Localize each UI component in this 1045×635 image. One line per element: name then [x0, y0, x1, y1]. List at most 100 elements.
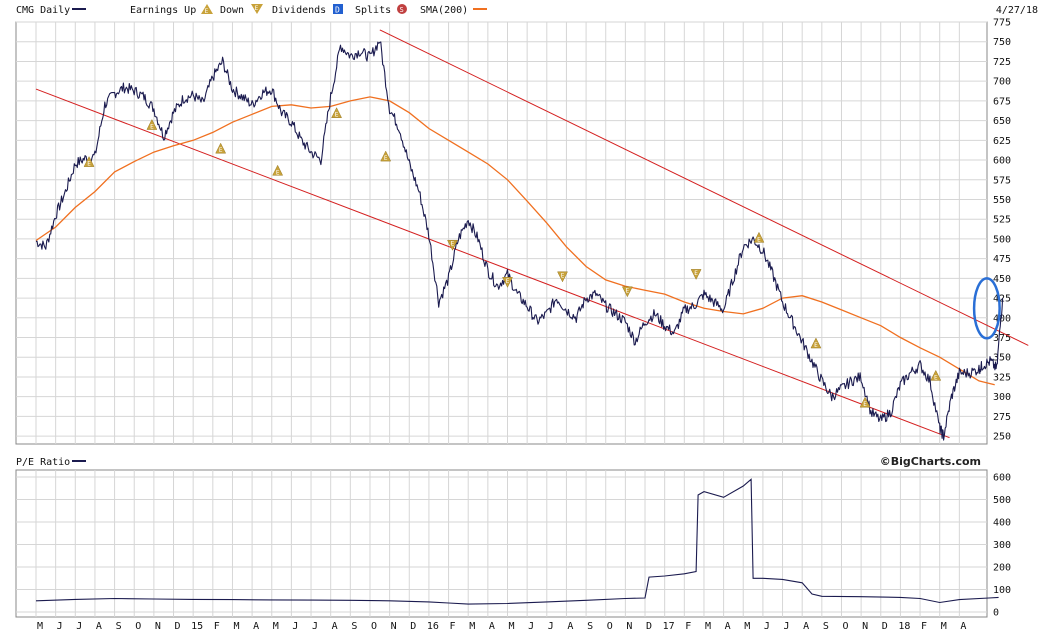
legend-sma: SMA(200) — [420, 5, 468, 16]
pe-y-tick-label: 400 — [993, 518, 1011, 529]
earnings-markers: E E E E E E E E E E E E E E E — [83, 107, 942, 408]
price-y-tick-label: 550 — [993, 195, 1011, 206]
earnings-up-marker — [859, 396, 871, 408]
earnings-up-marker — [810, 337, 822, 349]
pe-y-tick-label: 200 — [993, 563, 1011, 574]
x-tick-label: A — [253, 621, 259, 632]
pe-grid — [16, 470, 987, 617]
x-tick-label: N — [391, 621, 397, 632]
pe-header: P/E Ratio ©BigCharts.com — [16, 455, 981, 468]
price-y-tick-label: 600 — [993, 156, 1011, 167]
price-y-tick-label: 775 — [993, 18, 1011, 29]
earnings-up-marker — [146, 118, 158, 130]
x-tick-label: A — [332, 621, 338, 632]
x-tick-label: J — [76, 621, 82, 632]
earnings-marker-letter: E — [863, 401, 867, 408]
x-tick-label: D — [646, 621, 652, 632]
pe-y-tick-label: 0 — [993, 608, 999, 619]
price-y-tick-label: 575 — [993, 175, 1011, 186]
x-tick-label: S — [351, 621, 357, 632]
earnings-up-marker — [215, 142, 227, 154]
x-tick-label: O — [135, 621, 141, 632]
price-y-axis: 2502753003253503754004254504755005255505… — [993, 18, 1011, 443]
earnings-marker-letter: E — [219, 147, 223, 154]
x-tick-label: M — [469, 621, 475, 632]
price-header: CMG Daily Earnings Up E Down E Dividends… — [16, 4, 1038, 16]
earnings-down-marker — [621, 286, 633, 298]
x-tick-label: 18 — [898, 621, 910, 632]
x-tick-label: N — [626, 621, 632, 632]
earnings-marker-letter: E — [757, 236, 761, 243]
earnings-marker-letter: E — [276, 169, 280, 176]
price-y-tick-label: 675 — [993, 96, 1011, 107]
x-tick-label: M — [508, 621, 514, 632]
earnings-up-icon: E — [201, 4, 213, 15]
earnings-marker-letter: E — [451, 241, 455, 248]
price-y-tick-label: 700 — [993, 77, 1011, 88]
x-tick-label: F — [450, 621, 456, 632]
x-tick-label: 15 — [191, 621, 203, 632]
x-tick-label: J — [292, 621, 298, 632]
dividend-icon — [333, 4, 343, 14]
price-y-tick-label: 300 — [993, 392, 1011, 403]
earnings-up-marker — [380, 150, 392, 162]
pe-y-tick-label: 300 — [993, 540, 1011, 551]
earnings-down-icon: E — [251, 4, 263, 14]
price-y-tick-label: 625 — [993, 136, 1011, 147]
x-tick-label: D — [410, 621, 416, 632]
pe-y-tick-label: 100 — [993, 585, 1011, 596]
x-tick-label: J — [548, 621, 554, 632]
pe-y-tick-label: 500 — [993, 495, 1011, 506]
price-panel: 2502753003253503754004254504755005255505… — [15, 18, 1029, 445]
x-tick-label: J — [312, 621, 318, 632]
x-tick-label: F — [685, 621, 691, 632]
pe-y-axis: 0 100 200 300 400 500 600 — [993, 473, 1011, 619]
channel-lower-line — [35, 88, 950, 439]
x-tick-label: D — [882, 621, 888, 632]
earnings-marker-letter: E — [335, 112, 339, 119]
x-tick-label: A — [803, 621, 809, 632]
split-icon — [397, 4, 407, 14]
price-y-tick-label: 400 — [993, 313, 1011, 324]
price-y-tick-label: 450 — [993, 274, 1011, 285]
x-tick-label: M — [273, 621, 279, 632]
price-y-tick-label: 350 — [993, 353, 1011, 364]
earnings-up-marker — [83, 156, 95, 167]
x-tick-label: M — [37, 621, 43, 632]
earnings-up-marker — [753, 231, 765, 243]
earnings-marker-letter: E — [626, 287, 630, 294]
x-tick-label: J — [57, 621, 63, 632]
channel-upper-line — [379, 29, 1029, 346]
price-title: CMG Daily — [16, 5, 70, 16]
price-y-tick-label: 325 — [993, 372, 1011, 383]
earnings-marker-letter: E — [87, 161, 91, 168]
x-axis: M J J A S O N D 15 F M A M J J A S O N D 16 F M A M J J A S O N D 17 F M A M… — [37, 621, 966, 632]
price-plot-frame — [15, 21, 988, 445]
earnings-down-icon-letter: E — [255, 5, 259, 12]
sma200-line — [35, 96, 995, 386]
earnings-marker-letter: E — [814, 342, 818, 349]
earnings-up-marker — [331, 107, 342, 118]
earnings-up-marker — [272, 164, 284, 176]
earnings-marker-letter: E — [934, 374, 938, 381]
x-tick-label: A — [960, 621, 966, 632]
x-tick-label: M — [941, 621, 947, 632]
x-tick-label: A — [567, 621, 573, 632]
earnings-down-marker — [690, 269, 702, 280]
x-tick-label: D — [175, 621, 181, 632]
x-tick-label: A — [489, 621, 495, 632]
earnings-marker-letter: E — [506, 278, 510, 285]
price-series — [35, 29, 1029, 441]
legend-dividends: Dividends — [272, 5, 326, 16]
price-y-tick-label: 725 — [993, 57, 1011, 68]
earnings-down-marker — [502, 277, 513, 288]
legend-down: Down — [220, 5, 244, 16]
pe-line — [35, 478, 999, 605]
earnings-down-marker — [557, 271, 568, 283]
pe-panel: 0 100 200 300 400 500 600 — [15, 469, 1011, 619]
x-tick-label: J — [784, 621, 790, 632]
price-y-tick-label: 750 — [993, 37, 1011, 48]
pe-plot-frame — [15, 469, 988, 618]
legend-splits: Splits — [355, 5, 391, 16]
